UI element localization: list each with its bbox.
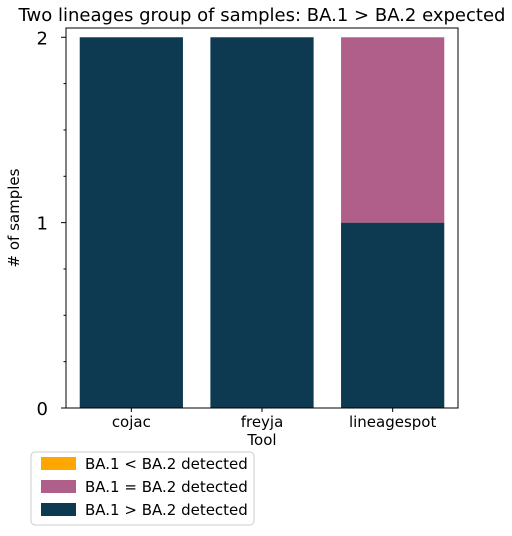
bar-cojac-series-2 (79, 37, 183, 409)
x-axis: cojac freyja lineagespot (112, 408, 437, 431)
chart-title: Two lineages group of samples: BA.1 > BA… (18, 5, 506, 26)
legend-swatch-series-1 (41, 480, 76, 493)
y-tick-label: 2 (37, 28, 48, 49)
legend-label-series-1: BA.1 = BA.2 detected (85, 478, 248, 496)
y-axis: 0 1 2 (37, 28, 66, 420)
legend-label-series-0: BA.1 < BA.2 detected (85, 455, 248, 473)
bar-lineagespot-series-2 (341, 222, 445, 408)
legend-swatch-series-2 (41, 503, 76, 516)
y-tick-label: 1 (37, 214, 48, 235)
x-axis-label: Tool (246, 431, 276, 449)
legend-box (30, 451, 255, 526)
x-tick-label: freyja (241, 413, 284, 431)
y-tick-label: 0 (37, 399, 48, 420)
bars-group (79, 37, 445, 409)
bar-freyja-series-2 (210, 37, 314, 409)
y-axis-label: # of samples (5, 168, 23, 267)
x-tick-label: lineagespot (349, 413, 437, 431)
legend-label-series-2: BA.1 > BA.2 detected (85, 501, 248, 519)
legend: BA.1 < BA.2 detected BA.1 = BA.2 detected… (30, 451, 255, 526)
legend-swatch-series-0 (41, 457, 76, 470)
bar-lineagespot-series-1 (341, 37, 445, 223)
x-tick-label: cojac (112, 413, 151, 431)
